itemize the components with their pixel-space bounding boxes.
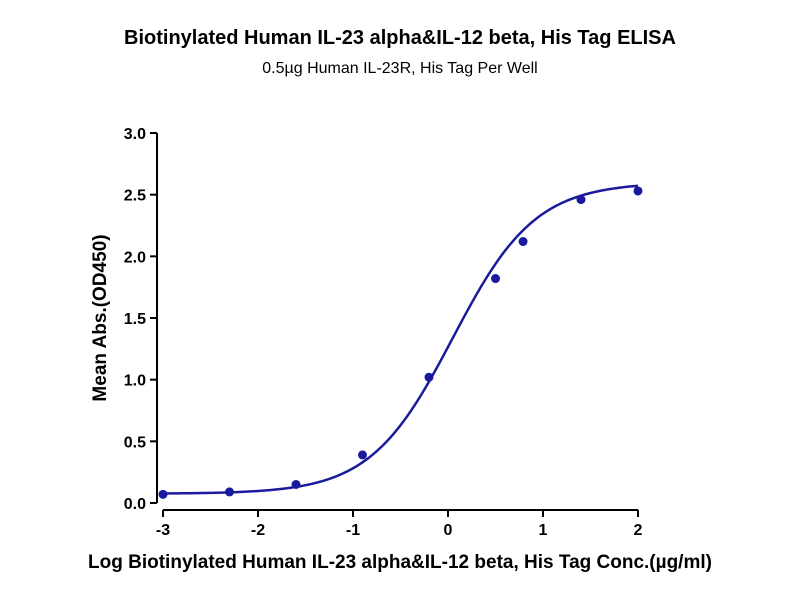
x-tick-label: -3	[156, 522, 170, 539]
y-tick-label: 0.5	[124, 434, 146, 451]
data-point	[291, 480, 301, 489]
x-tick-label: -1	[346, 522, 360, 539]
x-tick-label: -2	[251, 522, 265, 539]
y-axis-label: Mean Abs.(OD450)	[90, 234, 111, 401]
data-point	[225, 487, 234, 497]
chart-title: Biotinylated Human IL-23 alpha&IL-12 bet…	[124, 27, 676, 49]
x-tick-label: 1	[539, 522, 548, 539]
y-tick-label: 3.0	[124, 126, 146, 143]
y-tick-label: 1.5	[124, 311, 146, 328]
chart-subtitle: 0.5µg Human IL-23R, His Tag Per Well	[262, 60, 537, 77]
data-point	[358, 450, 367, 460]
data-point	[576, 195, 586, 205]
y-tick-label: 2.0	[124, 249, 146, 266]
y-tick-label: 1.0	[124, 373, 146, 390]
data-point	[633, 186, 643, 196]
y-tick-label: 0.0	[124, 496, 146, 513]
data-point	[518, 237, 528, 247]
data-point	[491, 274, 500, 284]
y-tick-label: 2.5	[124, 188, 146, 205]
fit-curve	[162, 184, 639, 495]
data-point	[158, 489, 168, 499]
x-tick-label: 2	[634, 522, 643, 539]
x-tick-label: 0	[444, 522, 453, 539]
data-point	[424, 372, 434, 382]
plot-area: 0.0 0.5 1.0 1.5 2.0 2.5 3.0 -3 -2 -1 0 1 2	[124, 126, 643, 539]
x-axis-label: Log Biotinylated Human IL-23 alpha&IL-12…	[88, 552, 712, 573]
